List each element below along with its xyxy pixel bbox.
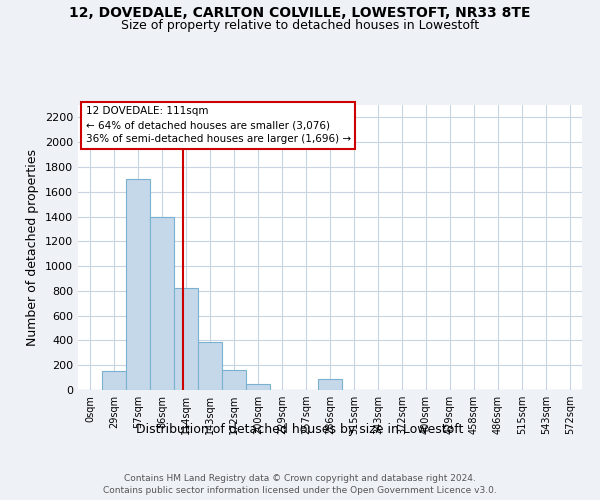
Bar (174, 288, 198, 390)
Bar (126, 180, 150, 390)
Bar (102, 372, 126, 390)
Text: 12 DOVEDALE: 111sqm
← 64% of detached houses are smaller (3,076)
36% of semi-det: 12 DOVEDALE: 111sqm ← 64% of detached ho… (86, 106, 350, 144)
Bar (246, 384, 270, 390)
Bar (150, 216, 174, 390)
Text: Distribution of detached houses by size in Lowestoft: Distribution of detached houses by size … (136, 422, 464, 436)
Bar (222, 370, 246, 390)
Text: Size of property relative to detached houses in Lowestoft: Size of property relative to detached ho… (121, 18, 479, 32)
Bar (318, 379, 342, 390)
Y-axis label: Number of detached properties: Number of detached properties (26, 149, 40, 346)
Text: Contains public sector information licensed under the Open Government Licence v3: Contains public sector information licen… (103, 486, 497, 495)
Bar (198, 342, 222, 390)
Text: 12, DOVEDALE, CARLTON COLVILLE, LOWESTOFT, NR33 8TE: 12, DOVEDALE, CARLTON COLVILLE, LOWESTOF… (69, 6, 531, 20)
Text: Contains HM Land Registry data © Crown copyright and database right 2024.: Contains HM Land Registry data © Crown c… (124, 474, 476, 483)
